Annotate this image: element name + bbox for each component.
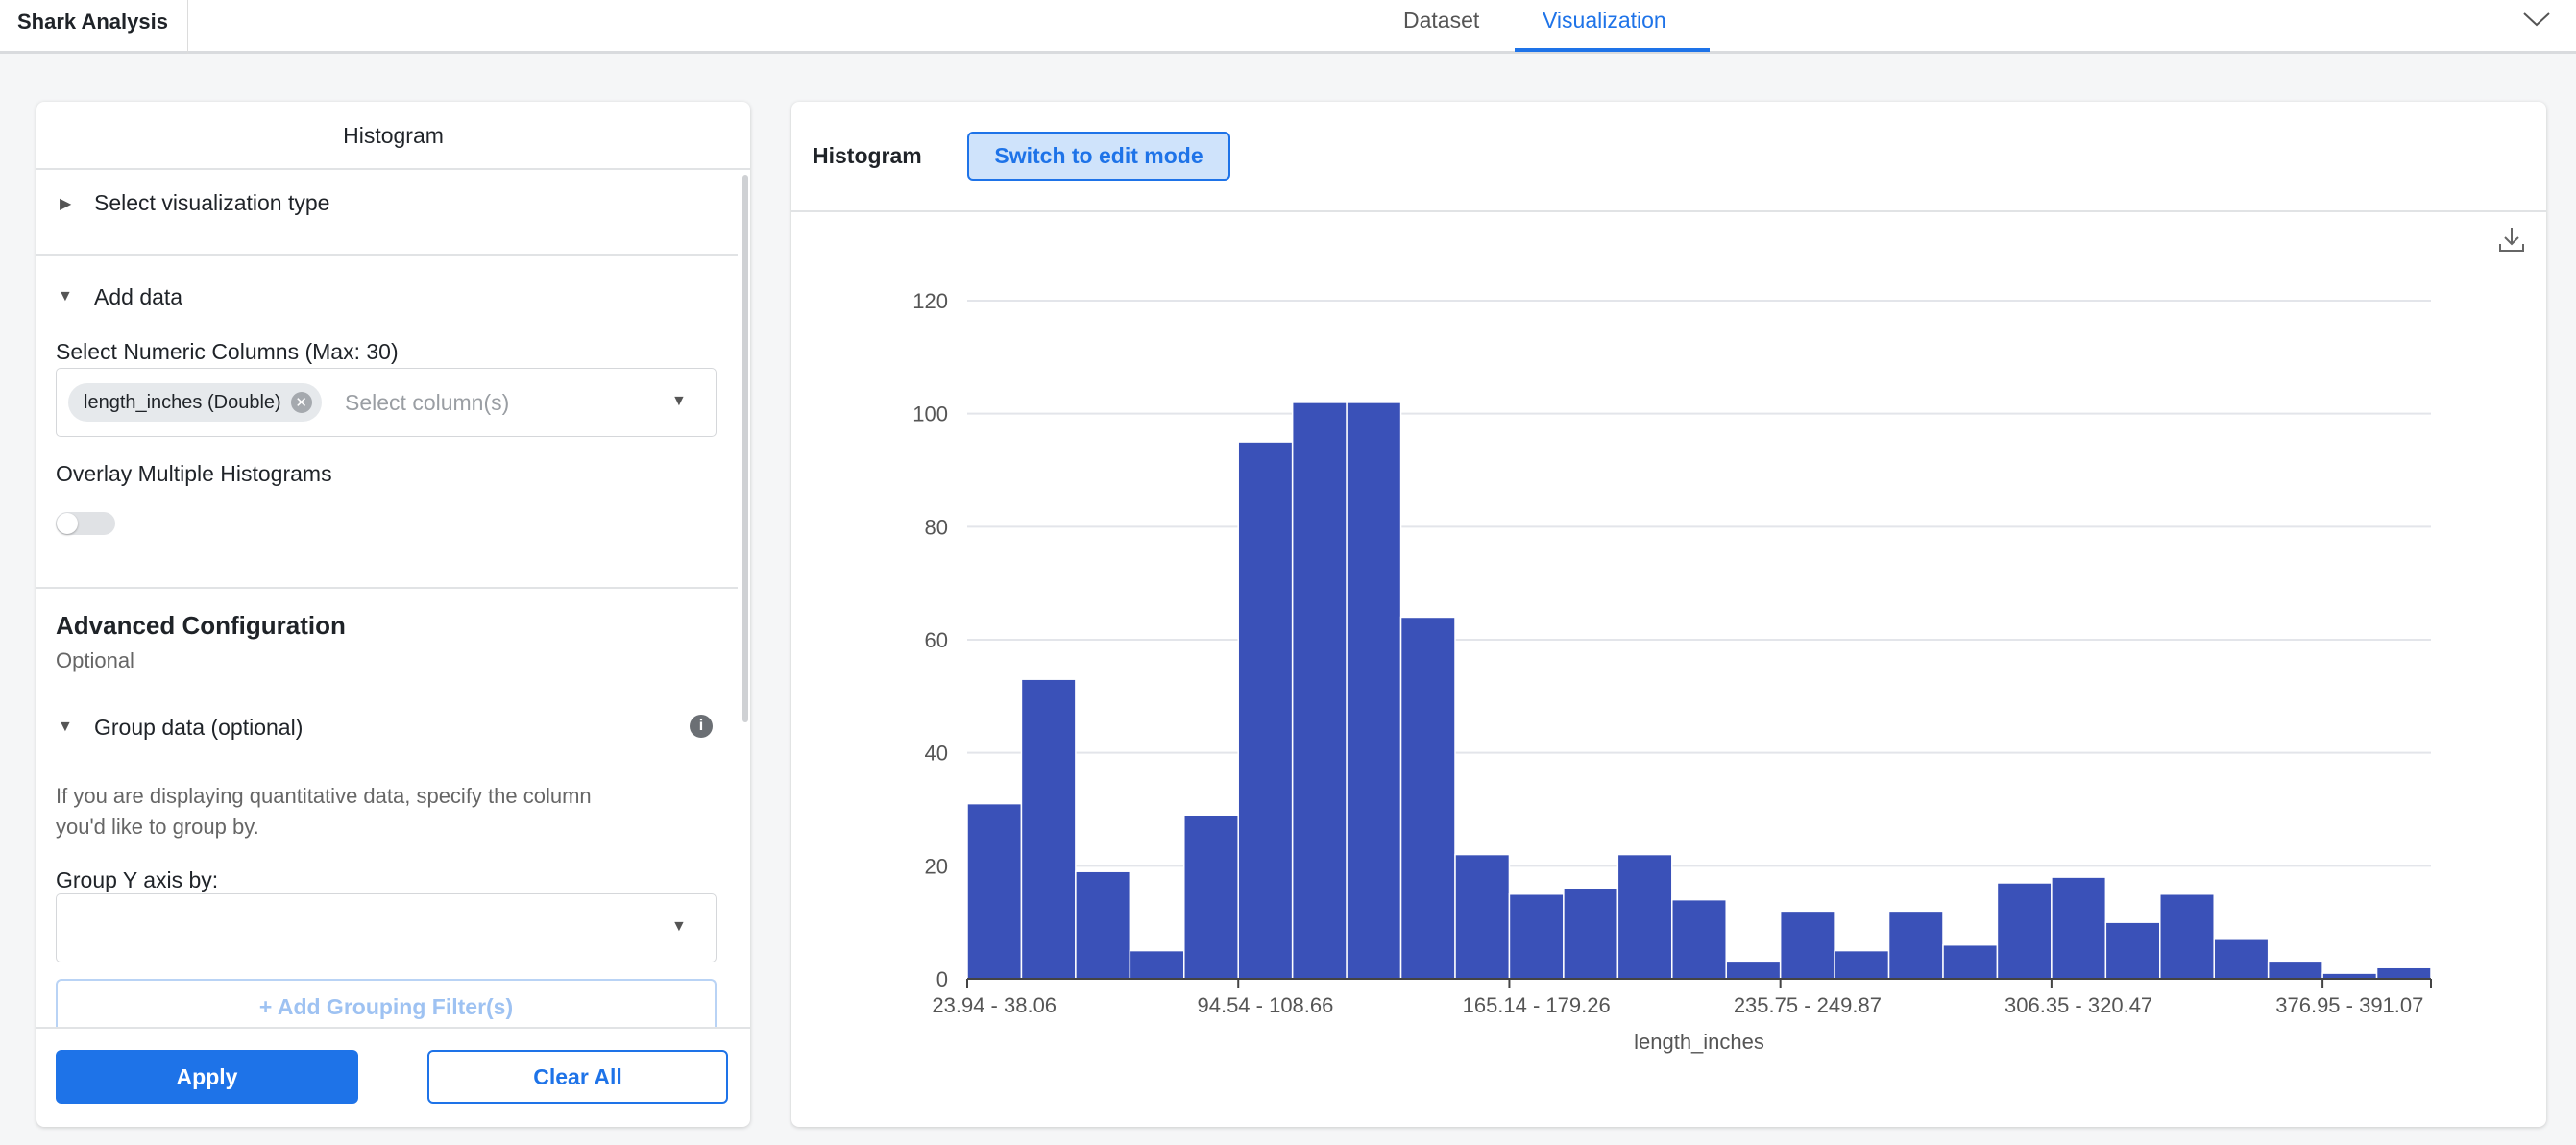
numeric-columns-label: Select Numeric Columns (Max: 30) (56, 339, 399, 364)
overlay-toggle[interactable] (56, 512, 115, 535)
config-title: Histogram (343, 123, 444, 148)
histogram-bar (1996, 882, 2053, 980)
caret-down-icon: ▼ (58, 288, 73, 305)
section-group-data[interactable]: ▼ Group data (optional) i (36, 713, 738, 751)
histogram-bar (2375, 966, 2432, 980)
section-label: Select visualization type (94, 190, 330, 215)
histogram-bar (1129, 949, 1185, 980)
remove-chip-icon[interactable]: ✕ (290, 392, 312, 413)
histogram-bar (1779, 910, 1835, 980)
histogram-bar (1887, 910, 1944, 980)
group-help-line2: you'd like to group by. (56, 815, 259, 839)
y-tick-label: 80 (925, 515, 948, 539)
histogram-bar (1454, 853, 1511, 980)
dropdown-arrow-icon[interactable]: ▼ (671, 393, 687, 409)
chip-label: length_inches (Double) (84, 391, 281, 413)
divider (36, 168, 750, 170)
scrollbar[interactable] (742, 175, 748, 722)
divider (791, 210, 2546, 212)
divider (36, 1027, 750, 1029)
dropdown-arrow-icon[interactable]: ▼ (671, 918, 687, 935)
top-bar: Shark Analysis Dataset Visualization (0, 0, 2576, 54)
divider (36, 254, 738, 256)
histogram-bar (1075, 870, 1131, 980)
config-panel: Histogram ▶ Select visualization type ▼ … (36, 102, 750, 1127)
clear-all-button[interactable]: Clear All (427, 1050, 728, 1104)
download-icon[interactable] (2497, 225, 2526, 258)
y-tick-label: 20 (925, 854, 948, 878)
advanced-subtitle: Optional (56, 648, 134, 672)
columns-placeholder: Select column(s) (345, 390, 510, 415)
divider (187, 0, 188, 54)
overlay-label: Overlay Multiple Histograms (56, 461, 332, 486)
y-tick-label: 40 (925, 742, 948, 766)
histogram-bar (1563, 888, 1619, 980)
toggle-knob (57, 513, 78, 534)
tab-dataset[interactable]: Dataset (1403, 8, 1480, 33)
numeric-columns-select[interactable]: length_inches (Double) ✕ Select column(s… (56, 368, 717, 437)
histogram-bar (1020, 678, 1077, 980)
advanced-title: Advanced Configuration (56, 611, 346, 640)
histogram-bar (2051, 876, 2107, 980)
histogram-bar (2104, 921, 2161, 980)
group-help-line1: If you are displaying quantitative data,… (56, 784, 592, 808)
histogram-bar (1834, 949, 1890, 980)
active-tab-indicator (1515, 48, 1710, 52)
histogram-bar (1399, 616, 1456, 980)
histogram-bar (2267, 961, 2323, 980)
section-label: Group data (optional) (94, 715, 304, 740)
section-viz-type[interactable]: ▶ Select visualization type (36, 188, 738, 246)
section-add-data[interactable]: ▼ Add data (36, 282, 738, 321)
group-y-select[interactable]: ▼ (56, 893, 717, 962)
tab-visualization[interactable]: Visualization (1543, 8, 1666, 33)
app-title: Shark Analysis (17, 10, 168, 34)
histogram-bar (1346, 402, 1402, 980)
histogram-bar (1942, 943, 1999, 980)
y-tick-label: 0 (936, 967, 948, 991)
x-tick-label: 23.94 - 38.06 (932, 993, 1057, 1017)
x-tick-label: 165.14 - 179.26 (1463, 993, 1611, 1017)
histogram-bar (2159, 893, 2215, 980)
histogram-bar (1237, 441, 1294, 980)
histogram-bar (1183, 814, 1239, 980)
x-tick-label: 376.95 - 391.07 (2275, 993, 2423, 1017)
viz-title: Histogram (813, 143, 922, 168)
add-filter-label: + Add Grouping Filter(s) (258, 994, 514, 1019)
visualization-panel: Histogram Switch to edit mode 0 20 40 60 80 1… (791, 102, 2546, 1127)
group-y-label: Group Y axis by: (56, 867, 219, 892)
caret-right-icon: ▶ (60, 196, 72, 212)
x-axis-title: length_inches (1634, 1030, 1764, 1054)
histogram-bar (1616, 853, 1673, 980)
histogram-bar (1508, 893, 1565, 980)
chevron-down-icon[interactable] (2522, 6, 2551, 36)
selected-column-chip: length_inches (Double) ✕ (68, 383, 322, 422)
histogram-bar (1291, 402, 1348, 980)
histogram-bar (1671, 898, 1727, 980)
x-tick-label: 306.35 - 320.47 (2005, 993, 2152, 1017)
x-tick-label: 94.54 - 108.66 (1197, 993, 1333, 1017)
switch-edit-mode-button[interactable]: Switch to edit mode (967, 132, 1230, 181)
caret-down-icon: ▼ (58, 719, 73, 735)
y-tick-label: 100 (912, 402, 948, 426)
histogram-chart: 0 20 40 60 80 100 120 23.94 - 38.06 94.54 - 108.… (912, 289, 2432, 1054)
info-icon[interactable]: i (690, 715, 713, 738)
section-label: Add data (94, 284, 183, 309)
divider (36, 587, 738, 589)
add-grouping-filter-button[interactable]: + Add Grouping Filter(s) (56, 979, 717, 1027)
x-tick-label: 235.75 - 249.87 (1734, 993, 1882, 1017)
histogram-bar (966, 802, 1023, 980)
y-tick-label: 60 (925, 628, 948, 652)
histogram-bar (2213, 938, 2270, 980)
y-tick-label: 120 (912, 289, 948, 313)
apply-button[interactable]: Apply (56, 1050, 358, 1104)
histogram-bar (1725, 961, 1782, 980)
